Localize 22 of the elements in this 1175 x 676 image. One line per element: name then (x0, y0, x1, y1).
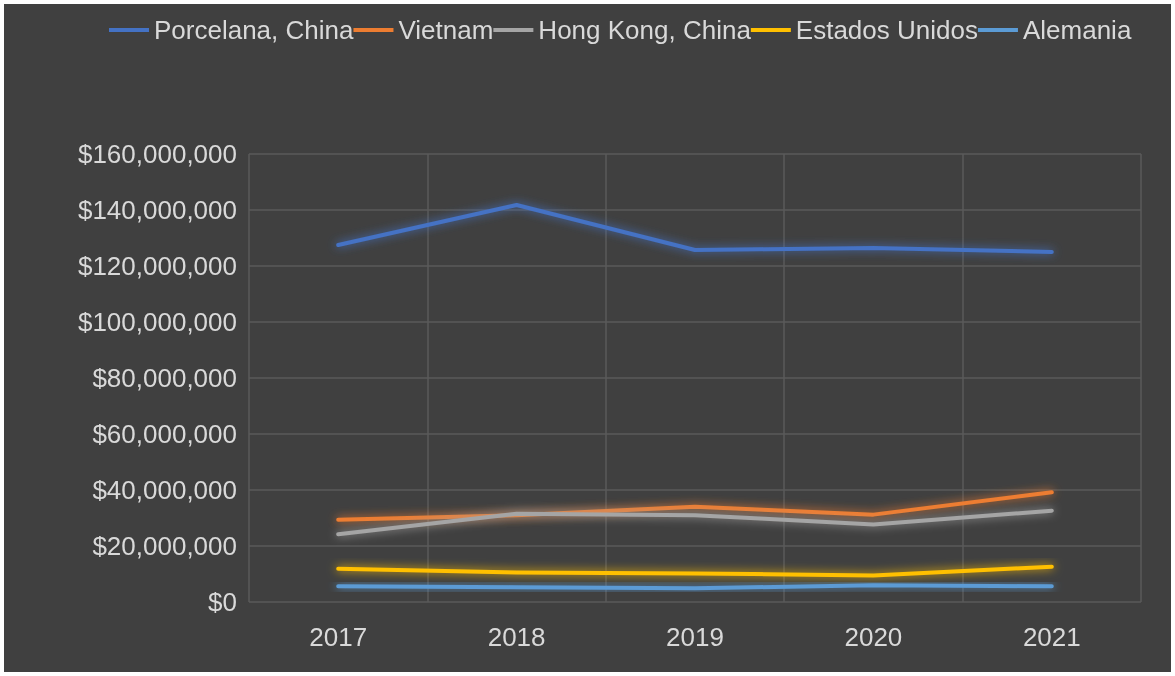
y-tick-label: $160,000,000 (77, 139, 237, 169)
y-tick-label: $80,000,000 (92, 363, 237, 393)
line-series (336, 202, 1054, 254)
legend-label: Porcelana, China (154, 15, 354, 45)
y-tick-label: $20,000,000 (92, 531, 237, 561)
x-tick-label: 2021 (1022, 622, 1081, 652)
y-tick-label: $40,000,000 (92, 475, 237, 505)
x-tick-label: 2019 (666, 622, 724, 652)
legend-label: Estados Unidos (795, 15, 978, 45)
y-tick-label: $140,000,000 (77, 195, 237, 225)
x-tick-label: 2017 (309, 622, 368, 652)
legend-label: Hong Kong, China (538, 15, 752, 45)
line-series (336, 564, 1054, 578)
y-tick-label: $0 (208, 587, 237, 617)
line-series (336, 508, 1054, 537)
y-tick-label: $120,000,000 (77, 251, 237, 281)
y-tick-label: $60,000,000 (92, 419, 237, 449)
legend-label: Alemania (1022, 15, 1132, 45)
legend-label: Vietnam (398, 15, 494, 45)
x-tick-label: 2020 (844, 622, 903, 652)
x-tick-label: 2018 (487, 622, 546, 652)
y-tick-label: $100,000,000 (77, 307, 237, 337)
